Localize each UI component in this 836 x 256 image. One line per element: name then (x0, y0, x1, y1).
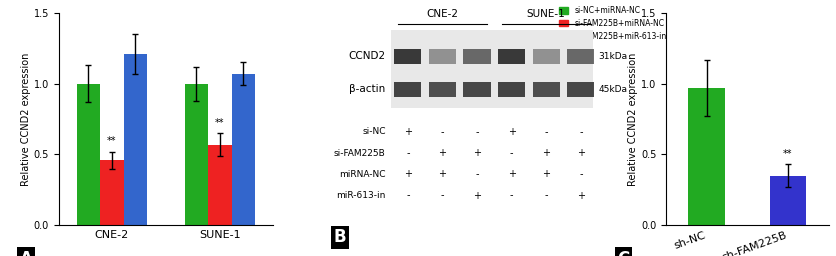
Text: +: + (542, 169, 549, 179)
Text: **: ** (782, 149, 792, 159)
FancyBboxPatch shape (428, 82, 456, 97)
Text: miRNA-NC: miRNA-NC (339, 170, 385, 179)
FancyBboxPatch shape (463, 82, 490, 97)
Text: -: - (475, 169, 478, 179)
FancyBboxPatch shape (394, 82, 421, 97)
FancyBboxPatch shape (567, 82, 594, 97)
Text: -: - (405, 190, 409, 200)
Bar (185, 84, 208, 225)
Text: -: - (544, 190, 548, 200)
Text: +: + (507, 127, 515, 137)
Text: +: + (438, 148, 446, 158)
FancyBboxPatch shape (394, 49, 421, 64)
Text: +: + (472, 190, 481, 200)
Bar (687, 88, 724, 225)
Y-axis label: Relative CCND2 expression: Relative CCND2 expression (21, 52, 31, 186)
Text: +: + (403, 169, 411, 179)
Text: **: ** (215, 118, 224, 127)
FancyBboxPatch shape (463, 49, 490, 64)
FancyBboxPatch shape (390, 30, 593, 109)
Text: SUNE-1: SUNE-1 (526, 9, 565, 19)
Text: C: C (616, 250, 629, 256)
Text: B: B (334, 228, 346, 246)
Text: -: - (579, 127, 582, 137)
Bar (208, 145, 232, 225)
Text: -: - (579, 169, 582, 179)
Legend: si-NC+miRNA-NC, si-FAM225B+miRNA-NC, si-FAM225B+miR-613-in: si-NC+miRNA-NC, si-FAM225B+miRNA-NC, si-… (558, 6, 665, 41)
Text: -: - (405, 148, 409, 158)
Bar (124, 54, 147, 225)
Text: -: - (509, 190, 512, 200)
FancyBboxPatch shape (428, 49, 456, 64)
Text: miR-613-in: miR-613-in (336, 191, 385, 200)
Bar (769, 176, 805, 225)
Text: +: + (438, 169, 446, 179)
Text: β-actin: β-actin (349, 84, 385, 94)
Text: -: - (441, 127, 444, 137)
Text: 31kDa: 31kDa (598, 52, 626, 61)
Text: A: A (20, 250, 33, 256)
Y-axis label: Relative CCND2 expression: Relative CCND2 expression (627, 52, 637, 186)
FancyBboxPatch shape (567, 49, 594, 64)
Text: +: + (542, 148, 549, 158)
FancyBboxPatch shape (497, 82, 525, 97)
Text: +: + (403, 127, 411, 137)
Text: CNE-2: CNE-2 (426, 9, 458, 19)
Text: +: + (472, 148, 481, 158)
Text: -: - (509, 148, 512, 158)
FancyBboxPatch shape (532, 82, 559, 97)
Text: -: - (544, 127, 548, 137)
Bar (232, 74, 255, 225)
Bar (77, 84, 100, 225)
FancyBboxPatch shape (532, 49, 559, 64)
Text: CCND2: CCND2 (348, 51, 385, 61)
Text: +: + (576, 148, 584, 158)
Text: -: - (475, 127, 478, 137)
Text: **: ** (107, 136, 116, 146)
Text: -: - (441, 190, 444, 200)
Text: si-NC: si-NC (362, 127, 385, 136)
Text: 45kDa: 45kDa (598, 85, 626, 94)
Bar (100, 160, 124, 225)
Text: si-FAM225B: si-FAM225B (334, 148, 385, 157)
FancyBboxPatch shape (497, 49, 525, 64)
Text: +: + (576, 190, 584, 200)
Text: +: + (507, 169, 515, 179)
